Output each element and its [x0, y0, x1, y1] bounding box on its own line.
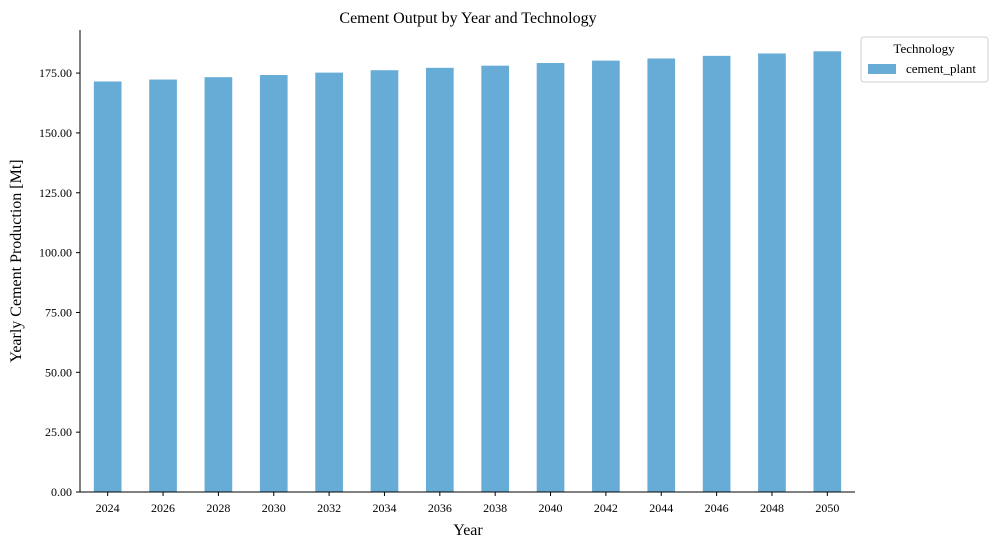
y-tick-label-125: 125.00: [39, 186, 72, 200]
x-tick-label-2042: 2042: [594, 501, 618, 515]
bar-2038: [481, 65, 510, 492]
bar-2048: [758, 53, 786, 492]
x-tick-label-2038: 2038: [483, 501, 507, 515]
y-tick-label-25: 25.00: [45, 425, 72, 439]
plot-area: 2024 2026 2028 2030 2032 2034 2036 2038 2040 2042…: [39, 30, 855, 515]
y-axis-title: Yearly Cement Production [Mt]: [8, 159, 25, 362]
y-tick-label-150: 150.00: [39, 126, 72, 140]
x-tick-label-2050: 2050: [815, 501, 839, 515]
bar-2030: [259, 75, 288, 492]
legend-title: Technology: [893, 41, 955, 56]
legend-label-cement-plant: cement_plant: [906, 61, 976, 76]
chart-title: Cement Output by Year and Technology: [339, 10, 596, 27]
x-tick-label-2034: 2034: [372, 501, 396, 515]
x-tick-label-2040: 2040: [539, 501, 563, 515]
x-tick-label-2048: 2048: [760, 501, 784, 515]
bar-2034: [370, 70, 399, 492]
y-tick-label-0: 0.00: [51, 485, 72, 499]
legend: Technology cement_plant: [860, 36, 989, 83]
bar-2026: [149, 79, 177, 492]
y-tick-label-100: 100.00: [39, 246, 72, 260]
y-tick-label-50: 50.00: [45, 365, 72, 379]
bar-2028: [204, 77, 233, 492]
x-tick-label-2046: 2046: [705, 501, 729, 515]
legend-swatch-cement-plant: [868, 64, 896, 74]
x-tick-label-2030: 2030: [262, 501, 286, 515]
bar-2046: [702, 55, 731, 493]
x-tick-label-2028: 2028: [206, 501, 230, 515]
x-tick-label-2032: 2032: [317, 501, 341, 515]
bar-2044: [647, 58, 676, 492]
y-tick-label-175: 175.00: [39, 66, 72, 80]
x-tick-label-2024: 2024: [96, 501, 120, 515]
bar-2036: [425, 67, 454, 492]
bar-2024: [93, 81, 122, 493]
x-tick-label-2044: 2044: [649, 501, 673, 515]
bar-2032: [315, 72, 343, 493]
bar-2040: [536, 63, 565, 493]
bar-2042: [592, 60, 620, 493]
bar-2050: [813, 51, 842, 493]
y-tick-label-75: 75.00: [45, 305, 72, 319]
x-tick-label-2036: 2036: [428, 501, 452, 515]
x-axis-title: Year: [453, 522, 483, 539]
x-tick-label-2026: 2026: [151, 501, 175, 515]
